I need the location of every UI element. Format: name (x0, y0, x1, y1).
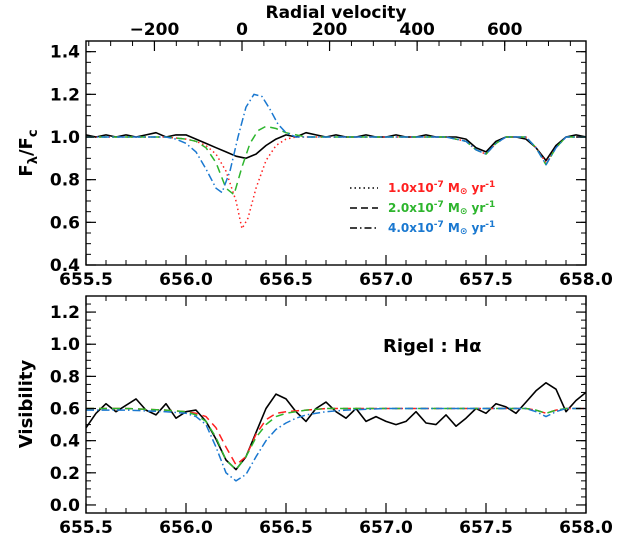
y-axis-title-part: c (26, 129, 41, 137)
legend-part: yr (467, 201, 485, 215)
y-axis-title-part: λ (26, 156, 41, 164)
series-group (86, 382, 586, 482)
x-tick-label: 657.0 (359, 518, 413, 538)
legend-part: -7 (434, 200, 444, 210)
panel-bottom: 655.5 656.0 656.5 657.0 657.5 658.0 0.0 0.2 0.4 0… (16, 295, 613, 538)
x-tick-label: 656.0 (159, 270, 213, 290)
x-tick-label: 657.5 (459, 270, 513, 290)
plot-frame (85, 295, 587, 514)
y-axis-title: Fλ/Fc (16, 129, 41, 176)
plot-frame (85, 40, 587, 266)
annotation-label: Rigel : Hα (383, 336, 481, 357)
y-tick-label: 1.2 (50, 303, 80, 323)
legend-part: M (444, 201, 460, 215)
y-tick-label: 0.6 (50, 400, 80, 420)
top-tick-label: 400 (399, 20, 435, 40)
legend-part: 2.0x10 (388, 201, 434, 215)
y-axis-title-part: F (16, 164, 37, 176)
legend-part: 4.0x10 (388, 221, 434, 235)
legend-part: yr (467, 181, 485, 195)
y-tick-label: 0.6 (50, 213, 80, 233)
y-axis-title-part: /F (16, 137, 37, 156)
series-group (86, 93, 586, 230)
y-tick-label: 0.8 (50, 171, 80, 191)
y-tick-label: 1.0 (50, 335, 80, 355)
x-tick-label: 656.5 (259, 518, 313, 538)
series-line-2 (86, 407, 586, 471)
x-tick-label: 656.0 (159, 518, 213, 538)
x-tick-label: 655.5 (59, 270, 113, 290)
legend-entry: 4.0x10-7 M⊙ yr-1 (388, 220, 495, 237)
legend-part: -7 (434, 180, 444, 190)
series-line-0 (86, 382, 586, 471)
top-tick-label: 0 (236, 20, 248, 40)
legend-part: -1 (485, 200, 495, 210)
legend-part: ⊙ (460, 227, 468, 237)
series-line-2 (86, 125, 586, 196)
y-tick-label: 1.4 (50, 43, 80, 63)
y-tick-label: 1.0 (50, 128, 80, 148)
legend-part: ⊙ (460, 187, 468, 197)
y-tick-label: 1.2 (50, 85, 80, 105)
legend-part: M (444, 181, 460, 195)
legend-part: ⊙ (460, 207, 468, 217)
series-line-3 (86, 407, 586, 482)
series-line-1 (86, 407, 586, 466)
x-tick-label: 656.5 (259, 270, 313, 290)
y-tick-label: 0.2 (50, 464, 80, 484)
x-tick-label: 655.5 (59, 518, 113, 538)
top-tick-label: −200 (130, 20, 180, 40)
legend-part: -1 (485, 180, 495, 190)
panel-top: 655.5 656.0 656.5 657.0 657.5 658.0 0.4 0.6 0.8 1… (16, 3, 613, 290)
x-tick-label: 658.0 (559, 270, 613, 290)
legend-part: 1.0x10 (388, 181, 434, 195)
y-axis-title: Visibility (16, 360, 37, 449)
top-axis-title: Radial velocity (265, 3, 406, 23)
legend-part: -7 (434, 220, 444, 230)
legend-part: -1 (485, 220, 495, 230)
top-tick-label: 600 (487, 20, 523, 40)
top-tick-label: 200 (312, 20, 348, 40)
x-tick-label: 658.0 (559, 518, 613, 538)
y-tick-label: 0.8 (50, 367, 80, 387)
legend-entry: 1.0x10-7 M⊙ yr-1 (388, 180, 495, 197)
legend-part: yr (467, 221, 485, 235)
x-tick-label: 657.0 (359, 270, 413, 290)
x-tick-label: 657.5 (459, 518, 513, 538)
series-line-3 (86, 93, 586, 194)
series-line-1 (86, 136, 586, 230)
y-tick-label: 0.4 (50, 256, 80, 276)
y-tick-label: 0.4 (50, 432, 80, 452)
legend-part: M (444, 221, 460, 235)
legend-entry: 2.0x10-7 M⊙ yr-1 (388, 200, 495, 217)
legend: 1.0x10-7 M⊙ yr-12.0x10-7 M⊙ yr-14.0x10-7… (350, 180, 495, 237)
y-tick-label: 0.0 (50, 496, 80, 516)
